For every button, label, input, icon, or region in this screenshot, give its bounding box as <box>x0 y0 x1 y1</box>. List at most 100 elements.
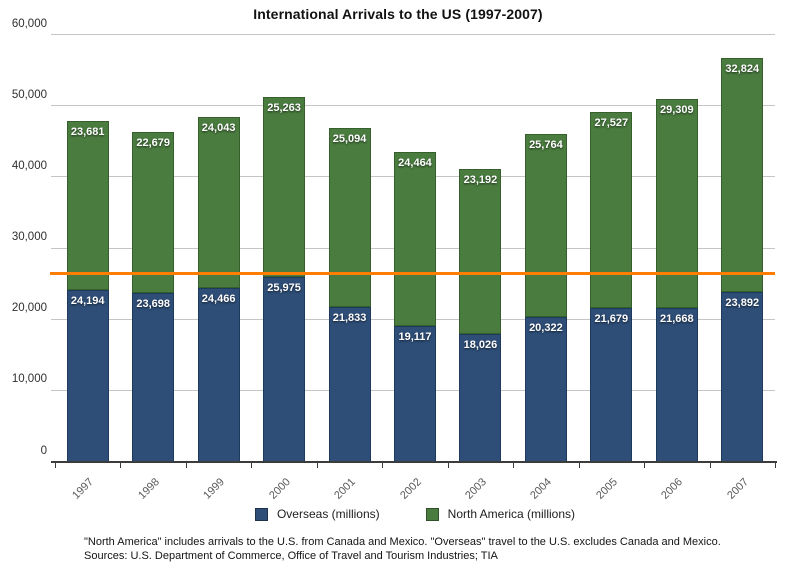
legend-item: North America (millions) <box>425 507 576 521</box>
x-axis-tick <box>316 462 318 468</box>
gridline-50000 <box>51 105 775 107</box>
overseas-segment-2001: 21,833 <box>328 306 371 462</box>
bar-column-2001: 21,833 25,094 <box>317 35 382 462</box>
x-axis-label-2002: 2002 <box>397 476 424 502</box>
value-label: 21,679 <box>594 312 629 325</box>
value-label: 18,026 <box>463 338 498 351</box>
value-label: 32,824 <box>725 63 760 76</box>
bar-column-2004: 20,322 25,764 <box>513 35 578 462</box>
x-axis-label-2005: 2005 <box>594 476 620 502</box>
overseas-segment-1998: 23,698 <box>132 293 175 462</box>
north-america-segment-2002: 24,464 <box>393 151 436 326</box>
plot-area: 0 10,000 20,000 30,000 40,000 50,000 60,000 24,… <box>12 18 777 468</box>
footnote-sources: Sources: U.S. Department of Commerce, Of… <box>84 549 498 562</box>
value-label: 21,833 <box>332 311 367 324</box>
value-label: 21,668 <box>659 312 694 325</box>
bar-column-2006: 21,668 29,309 <box>644 35 709 462</box>
reference-line <box>50 271 775 275</box>
x-axis-label-2001: 2001 <box>332 476 359 502</box>
overseas-segment-1997: 24,194 <box>66 289 109 462</box>
value-label: 29,309 <box>659 104 694 117</box>
x-axis-tick <box>185 462 187 468</box>
overseas-segment-1999: 24,466 <box>197 287 240 462</box>
legend-swatch-icon <box>254 507 268 521</box>
overseas-segment-2005: 21,679 <box>590 307 633 462</box>
legend-label: North America (millions) <box>447 507 576 521</box>
overseas-segment-2006: 21,668 <box>655 307 698 462</box>
x-axis-label-1998: 1998 <box>135 476 162 502</box>
north-america-segment-1998: 22,679 <box>132 131 175 294</box>
y-tick-label: 20,000 <box>11 302 47 315</box>
x-axis-tick <box>55 462 56 468</box>
north-america-segment-1999: 24,043 <box>197 116 240 288</box>
x-axis-line <box>51 461 777 463</box>
legend: Overseas (millions) North America (millio… <box>55 507 775 521</box>
bar-column-2005: 21,679 27,527 <box>579 35 644 462</box>
value-label: 24,464 <box>398 156 432 169</box>
value-label: 24,194 <box>70 294 105 307</box>
north-america-segment-2005: 27,527 <box>590 111 633 308</box>
overseas-segment-2003: 18,026 <box>459 333 502 462</box>
x-axis-tick <box>513 462 515 468</box>
value-label: 27,527 <box>594 116 629 129</box>
x-axis-tick <box>709 462 711 468</box>
value-label: 23,892 <box>725 296 760 309</box>
bar-column-1998: 23,698 22,679 <box>120 35 185 462</box>
x-axis-tick <box>251 462 253 468</box>
x-axis-label-2007: 2007 <box>724 476 751 502</box>
north-america-segment-2001: 25,094 <box>328 128 371 307</box>
x-axis-label-1999: 1999 <box>201 476 228 502</box>
overseas-segment-2007: 23,892 <box>721 291 764 462</box>
value-label: 24,466 <box>201 292 236 305</box>
y-tick-label: 40,000 <box>11 159 47 172</box>
value-label: 22,679 <box>136 136 170 149</box>
value-label: 23,192 <box>463 173 498 186</box>
north-america-segment-2000: 25,263 <box>263 97 306 278</box>
x-axis-tick <box>644 462 646 468</box>
overseas-segment-2002: 19,117 <box>393 325 436 462</box>
x-axis-tick <box>578 462 580 468</box>
x-axis-label-2006: 2006 <box>659 476 686 502</box>
value-label: 23,681 <box>70 126 105 139</box>
x-axis-label-2004: 2004 <box>528 476 555 502</box>
legend-item: Overseas (millions) <box>254 507 380 521</box>
y-tick-label: 0 <box>40 444 47 457</box>
y-tick-label: 50,000 <box>11 88 47 101</box>
bar-column-1997: 24,194 23,681 <box>55 35 120 462</box>
value-label: 24,043 <box>201 121 236 134</box>
bar-column-2002: 19,117 24,464 <box>382 35 447 462</box>
bar-columns: 24,194 23,681 23,698 22,679 24,466 24,043 25,9… <box>55 35 775 462</box>
north-america-segment-2007: 32,824 <box>721 58 764 292</box>
value-label: 25,094 <box>332 133 367 146</box>
bar-column-2000: 25,975 25,263 <box>251 35 316 462</box>
x-axis-label-2000: 2000 <box>266 476 293 502</box>
value-label: 19,117 <box>398 330 432 343</box>
footnotes: "North America" includes arrivals to the… <box>84 536 784 563</box>
x-axis-tick <box>382 462 384 468</box>
bar-column-1999: 24,466 24,043 <box>186 35 251 462</box>
x-axis-label-2003: 2003 <box>463 476 489 502</box>
y-tick-label: 60,000 <box>11 17 47 30</box>
x-axis-tick <box>447 462 449 468</box>
value-label: 25,263 <box>267 102 301 115</box>
north-america-segment-2003: 23,192 <box>459 168 502 334</box>
footnote-definition: "North America" includes arrivals to the… <box>84 536 721 548</box>
x-axis-label-1997: 1997 <box>70 476 97 502</box>
chart-title: International Arrivals to the US (1997-2… <box>253 6 543 22</box>
x-axis-tick <box>120 462 122 468</box>
bar-column-2007: 23,892 32,824 <box>710 35 775 462</box>
y-tick-label: 10,000 <box>11 373 47 386</box>
legend-label: Overseas (millions) <box>276 507 380 521</box>
value-label: 23,698 <box>136 298 170 311</box>
overseas-segment-2004: 20,322 <box>524 317 567 462</box>
y-tick-label: 30,000 <box>11 231 47 243</box>
x-axis-labels: 1997 1998 1999 2000 2001 2002 2003 2004 2005 2006… <box>55 470 775 510</box>
x-axis-tick <box>775 462 776 468</box>
north-america-segment-2004: 25,764 <box>524 134 567 318</box>
value-label: 25,764 <box>529 139 563 152</box>
value-label: 25,975 <box>267 282 301 295</box>
north-america-segment-2006: 29,309 <box>655 99 698 308</box>
bar-column-2003: 18,026 23,192 <box>448 35 513 462</box>
overseas-segment-2000: 25,975 <box>263 277 306 462</box>
